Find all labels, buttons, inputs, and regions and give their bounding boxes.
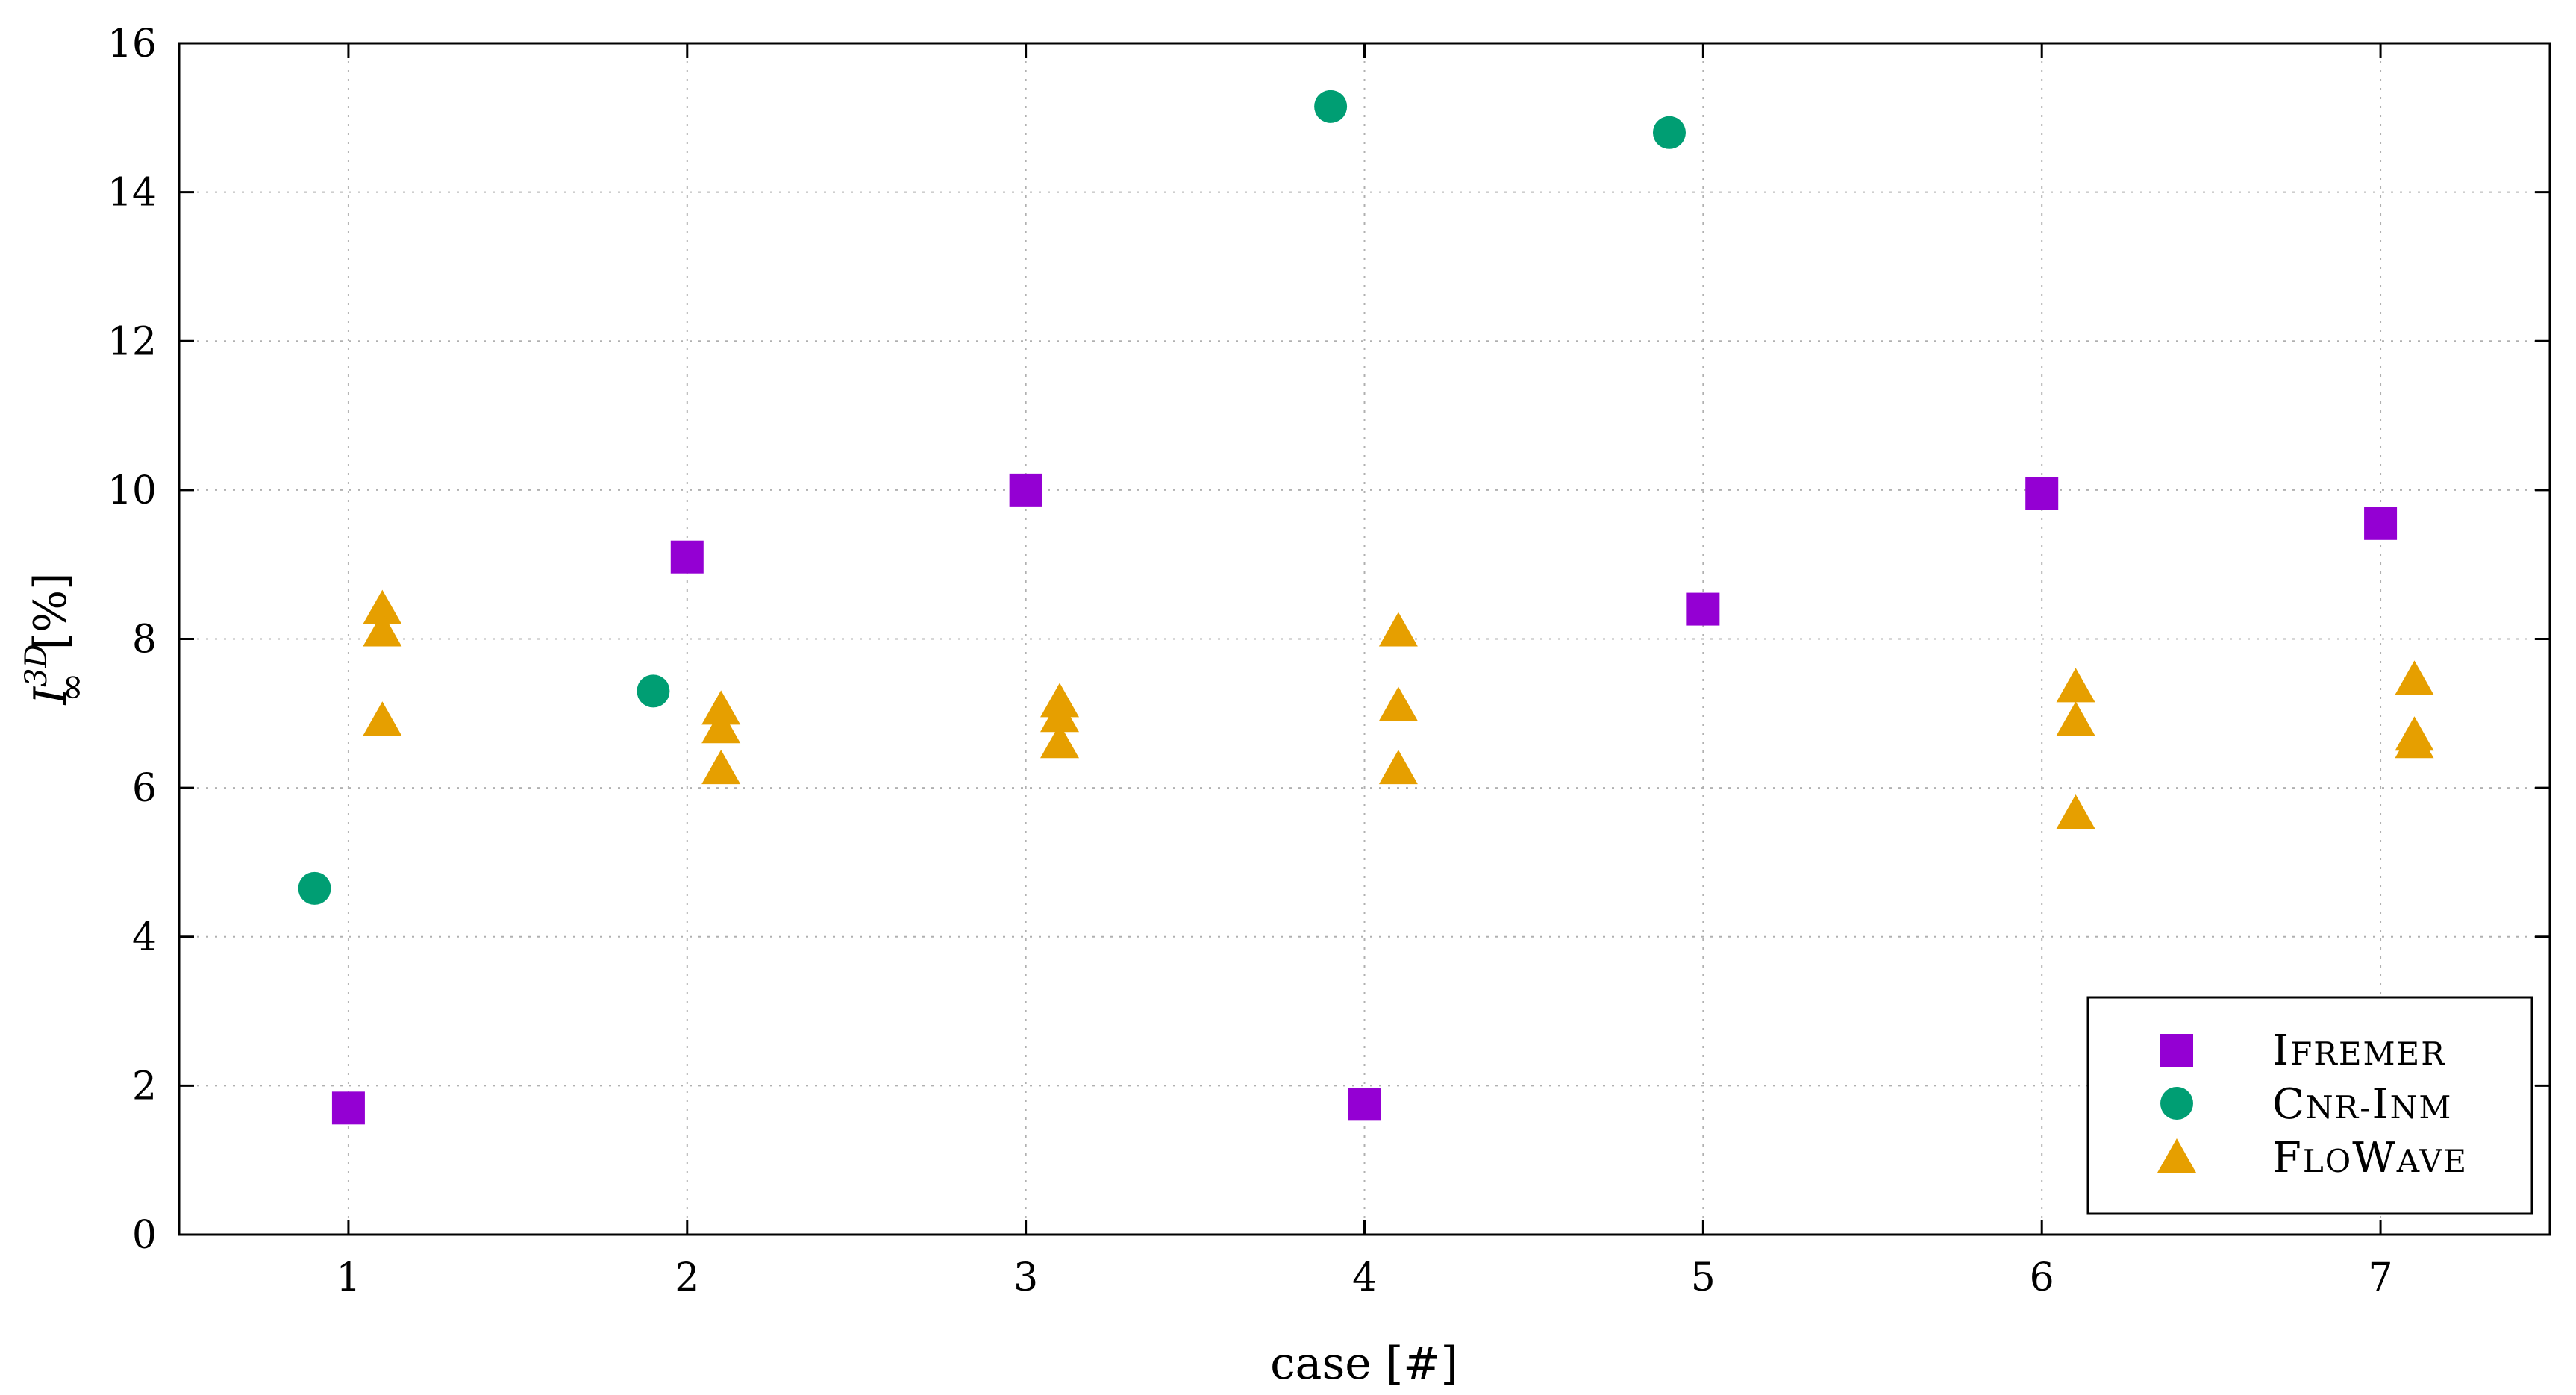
x-tick-label: 7	[2369, 1256, 2393, 1300]
legend-item-flowave: FLOWAVE	[2157, 1134, 2468, 1182]
data-points	[298, 90, 2434, 1125]
y-tick-label: 8	[132, 618, 157, 662]
y-axis-title: I3D∞ [%]	[19, 572, 93, 705]
point-flowave-triangle	[701, 750, 741, 785]
y-axis-title-base: I	[25, 686, 77, 706]
point-flowave-triangle	[1040, 724, 1080, 759]
point-flowave-triangle	[363, 589, 402, 624]
point-ifremer-square	[1686, 592, 1720, 626]
legend-label-cnr-rest: NR-	[2306, 1089, 2372, 1126]
legend-marker-circle	[2160, 1087, 2193, 1120]
svg-text:I3D∞[%]: I3D∞ [%]	[19, 572, 93, 705]
legend-item-ifremer: IFREMER	[2160, 1026, 2446, 1075]
point-flowave-triangle	[2395, 660, 2434, 695]
legend-label-flo-rest: LO	[2303, 1143, 2352, 1179]
y-axis-title-unit: [%]	[25, 572, 77, 650]
x-tick-label: 5	[1691, 1256, 1716, 1300]
point-flowave-triangle	[363, 701, 402, 736]
point-cnr-inm-circle	[637, 674, 670, 708]
point-flowave-triangle	[701, 690, 741, 725]
point-flowave-triangle	[2056, 794, 2095, 830]
point-ifremer-square	[670, 540, 704, 574]
point-flowave-triangle	[701, 709, 741, 744]
legend-marker-triangle	[2157, 1138, 2196, 1173]
y-tick-label: 10	[107, 468, 157, 513]
point-cnr-inm-circle	[1314, 90, 1348, 123]
point-flowave-triangle	[1040, 698, 1080, 733]
point-flowave-triangle	[1378, 612, 1418, 647]
legend-marker-square	[2160, 1034, 2193, 1067]
svg-text:FLOWAVE: FLOWAVE	[2272, 1134, 2468, 1182]
point-flowave-triangle	[2056, 668, 2095, 703]
legend-label-ifremer-first: I	[2272, 1026, 2290, 1075]
y-tick-label: 16	[107, 22, 157, 66]
point-ifremer-square	[1348, 1088, 1381, 1121]
x-tick-label: 6	[2030, 1256, 2054, 1300]
svg-text:IFREMER: IFREMER	[2272, 1026, 2446, 1075]
point-flowave-triangle	[1378, 686, 1418, 721]
y-axis-title-sub: ∞	[51, 672, 93, 702]
legend-item-cnr-inm: CNR-INM	[2160, 1080, 2452, 1129]
point-flowave-triangle	[2395, 724, 2434, 759]
legend: IFREMER CNR-INM FLOWAVE	[2086, 996, 2533, 1215]
legend-label-flo-first: F	[2272, 1134, 2303, 1182]
x-tick-label: 2	[675, 1256, 699, 1300]
y-tick-label: 2	[132, 1064, 157, 1109]
x-axis-title: case [#]	[1270, 1338, 1458, 1390]
legend-label-wave-first: W	[2352, 1134, 2397, 1182]
y-tick-label: 4	[132, 915, 157, 960]
y-axis-title-sup: 3D	[19, 644, 54, 687]
y-tick-label: 14	[107, 171, 157, 216]
legend-label-cnr-first: C	[2272, 1080, 2306, 1129]
point-ifremer-square	[331, 1091, 365, 1125]
grid-lines	[179, 43, 2550, 1235]
legend-label-ifremer-rest: FREMER	[2290, 1035, 2446, 1072]
y-tick-label: 12	[107, 319, 157, 364]
y-tick-label: 6	[132, 766, 157, 811]
legend-label-wave-rest: AVE	[2396, 1143, 2468, 1179]
point-flowave-triangle	[2056, 701, 2095, 736]
legend-label-inm-rest: NM	[2390, 1089, 2453, 1126]
point-ifremer-square	[1009, 473, 1042, 507]
y-tick-label: 0	[132, 1213, 157, 1258]
point-ifremer-square	[2025, 477, 2059, 510]
x-tick-label: 3	[1013, 1256, 1038, 1300]
x-tick-label: 1	[336, 1256, 360, 1300]
x-tick-label: 4	[1352, 1256, 1377, 1300]
point-cnr-inm-circle	[1652, 116, 1686, 149]
point-ifremer-square	[2364, 507, 2398, 540]
point-flowave-triangle	[1378, 750, 1418, 785]
svg-text:CNR-INM: CNR-INM	[2272, 1080, 2452, 1129]
point-flowave-triangle	[363, 612, 402, 647]
point-cnr-inm-circle	[298, 871, 331, 905]
legend-label-inm-first: I	[2372, 1080, 2389, 1129]
